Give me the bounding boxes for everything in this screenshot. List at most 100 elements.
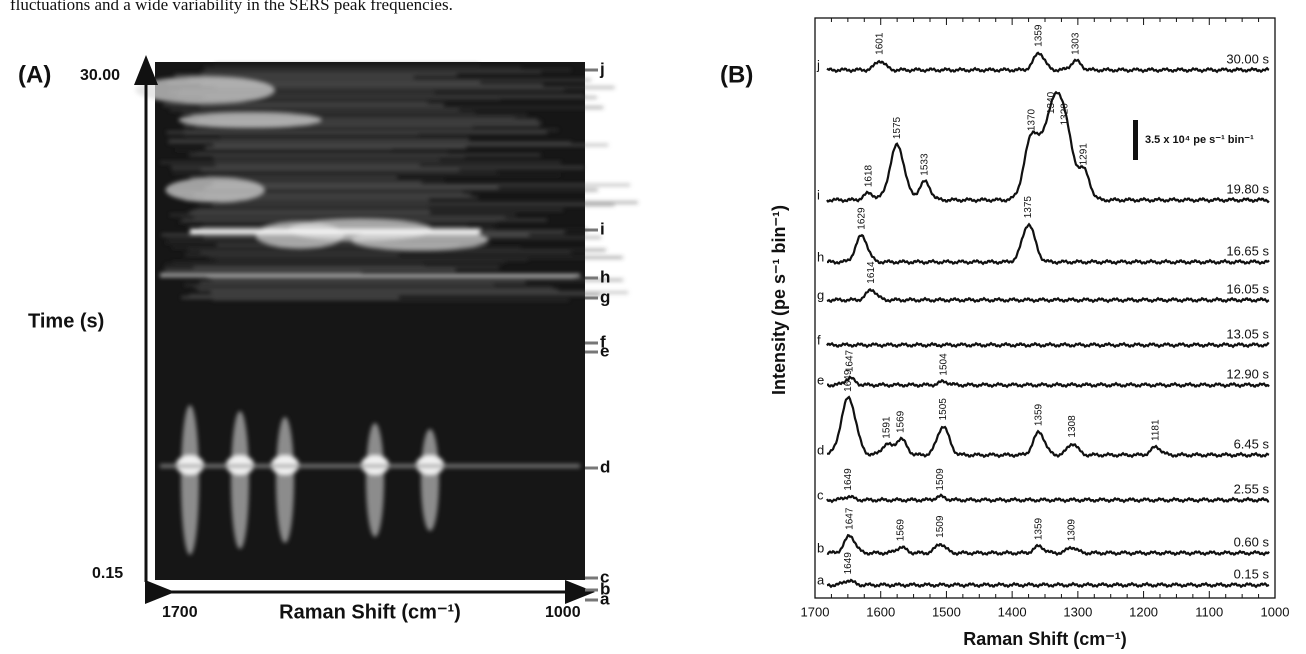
marker-label: h bbox=[600, 267, 610, 286]
x-axis-title: Raman Shift (cm⁻¹) bbox=[963, 629, 1127, 649]
spectrum-trace bbox=[827, 222, 1270, 266]
image-streak bbox=[213, 181, 422, 184]
image-streak bbox=[198, 119, 538, 121]
x-tick-label: 1200 bbox=[1129, 604, 1158, 619]
image-streak bbox=[191, 114, 527, 116]
peak-label: 1504 bbox=[938, 353, 949, 376]
spectrum-trace bbox=[826, 395, 1270, 459]
peak-label: 1308 bbox=[1067, 415, 1078, 438]
image-streak bbox=[172, 246, 521, 249]
image-bright bbox=[276, 417, 294, 543]
caption-text: fluctuations and a wide variability in t… bbox=[10, 0, 453, 14]
x-tick-label: 1300 bbox=[1063, 604, 1092, 619]
image-streak bbox=[203, 189, 598, 191]
image-streak bbox=[169, 214, 516, 216]
trace-letter: c bbox=[817, 487, 824, 502]
image-streak bbox=[167, 81, 481, 84]
spectrum-trace bbox=[826, 51, 1270, 74]
image-streak bbox=[215, 179, 444, 181]
marker-label: d bbox=[600, 457, 610, 476]
marker-label: j bbox=[599, 59, 605, 78]
image-streak bbox=[211, 184, 631, 186]
image-streak bbox=[189, 176, 398, 179]
panel-label: (B) bbox=[720, 61, 753, 88]
peak-label: 1569 bbox=[896, 410, 907, 433]
image-streak bbox=[190, 229, 480, 234]
image-streak bbox=[172, 171, 497, 174]
peak-label: 1649 bbox=[843, 552, 854, 575]
x-tick-label: 1000 bbox=[1261, 604, 1290, 619]
image-streak bbox=[174, 149, 392, 151]
x-tick-label: 1700 bbox=[801, 604, 830, 619]
peak-label: 1647 bbox=[844, 507, 855, 530]
trace-time: 19.80 s bbox=[1226, 181, 1269, 196]
marker-label: i bbox=[600, 219, 605, 238]
image-streak bbox=[201, 76, 414, 79]
x-left-label: 1700 bbox=[162, 604, 198, 621]
image-streak bbox=[215, 164, 420, 166]
image-streak bbox=[188, 79, 592, 81]
image-streak bbox=[169, 109, 460, 111]
marker-label: f bbox=[600, 332, 606, 351]
image-streak bbox=[168, 139, 470, 141]
x-tick-label: 1600 bbox=[866, 604, 895, 619]
spectrum-trace bbox=[826, 90, 1270, 204]
image-streak bbox=[219, 201, 638, 204]
peak-label: 1340 bbox=[1046, 91, 1057, 114]
image-streak bbox=[212, 204, 615, 206]
image-streak bbox=[214, 116, 516, 119]
image-streak bbox=[171, 166, 585, 169]
peak-label: 1291 bbox=[1078, 143, 1089, 166]
image-streak bbox=[164, 269, 456, 271]
panel-label: (A) bbox=[18, 61, 51, 88]
trace-time: 6.45 s bbox=[1234, 436, 1270, 451]
peak-label: 1569 bbox=[896, 519, 907, 542]
trace-letter: e bbox=[817, 372, 824, 387]
image-glow bbox=[135, 64, 638, 555]
peak-label: 1649 bbox=[843, 468, 854, 491]
trace-letter: i bbox=[817, 187, 820, 202]
image-bright bbox=[366, 423, 384, 537]
image-streak bbox=[184, 134, 419, 136]
image-streak bbox=[187, 249, 607, 251]
peak-label: 1509 bbox=[935, 515, 946, 538]
image-streak bbox=[219, 136, 469, 139]
marker-label: b bbox=[600, 579, 610, 598]
image-streak bbox=[199, 106, 604, 109]
image-streak bbox=[193, 194, 471, 196]
image-streak bbox=[183, 129, 559, 131]
trace-time: 12.90 s bbox=[1226, 366, 1269, 381]
image-streak bbox=[203, 66, 521, 69]
image-streak bbox=[198, 206, 429, 209]
image-streak bbox=[185, 101, 428, 104]
image-streak bbox=[211, 279, 624, 281]
marker-label: c bbox=[600, 567, 609, 586]
image-streak bbox=[185, 199, 430, 201]
image-streak bbox=[212, 299, 569, 301]
image-streak bbox=[183, 124, 540, 126]
image-streak bbox=[190, 121, 542, 124]
image-streak bbox=[215, 259, 528, 261]
marker-label: a bbox=[600, 589, 610, 608]
image-streak bbox=[193, 209, 564, 211]
peak-label: 1320 bbox=[1059, 103, 1070, 126]
image-streak bbox=[160, 274, 580, 277]
image-streak bbox=[195, 126, 473, 129]
spectrum-trace bbox=[827, 375, 1270, 389]
image-streak bbox=[210, 291, 629, 294]
image-streak bbox=[193, 266, 500, 269]
peak-label: 1601 bbox=[875, 32, 886, 55]
image-streak bbox=[197, 151, 448, 154]
image-bright bbox=[421, 429, 439, 531]
scale-bar bbox=[1133, 120, 1138, 160]
spectrum-trace bbox=[826, 341, 1270, 349]
trace-letter: j bbox=[816, 57, 820, 72]
image-streak bbox=[189, 294, 600, 296]
image-streak bbox=[203, 96, 597, 99]
image-streak bbox=[213, 159, 440, 161]
x-tick-label: 1500 bbox=[932, 604, 961, 619]
image-streak bbox=[172, 261, 506, 264]
peak-label: 1370 bbox=[1026, 108, 1037, 131]
trace-time: 16.05 s bbox=[1226, 281, 1269, 296]
